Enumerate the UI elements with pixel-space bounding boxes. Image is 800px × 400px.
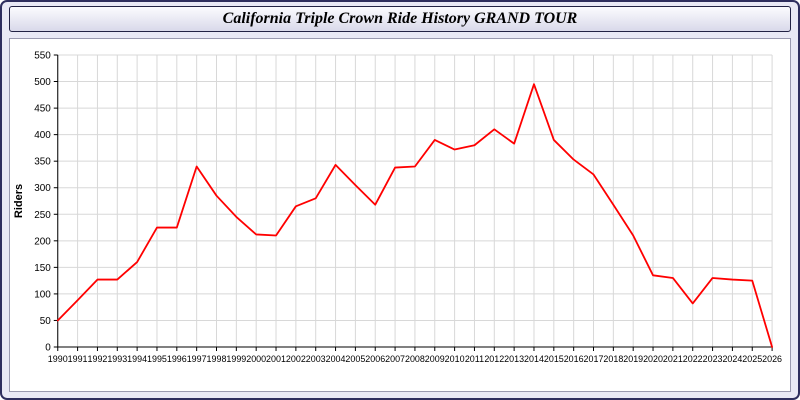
svg-text:1991: 1991	[68, 354, 88, 364]
svg-text:2025: 2025	[742, 354, 762, 364]
chart-panel: 0 50 100 150 200 250 300 350 400 450 500 550 1990 199…	[9, 38, 791, 392]
svg-text:2001: 2001	[266, 354, 286, 364]
svg-text:100: 100	[34, 289, 51, 300]
svg-text:2009: 2009	[425, 354, 445, 364]
svg-text:2016: 2016	[564, 354, 584, 364]
axes	[53, 54, 773, 351]
svg-text:2014: 2014	[524, 354, 544, 364]
svg-text:1996: 1996	[167, 354, 187, 364]
gridlines	[57, 54, 773, 348]
chart-title: California Triple Crown Ride History GRA…	[222, 10, 578, 27]
title-bar: California Triple Crown Ride History GRA…	[9, 6, 791, 32]
svg-text:2006: 2006	[365, 354, 385, 364]
svg-text:1999: 1999	[226, 354, 246, 364]
svg-text:450: 450	[34, 104, 51, 115]
svg-text:2008: 2008	[405, 354, 425, 364]
svg-text:2010: 2010	[445, 354, 465, 364]
svg-text:2024: 2024	[722, 354, 742, 364]
svg-text:0: 0	[45, 342, 51, 353]
svg-text:2007: 2007	[385, 354, 405, 364]
svg-text:150: 150	[34, 263, 51, 274]
svg-text:1998: 1998	[207, 354, 227, 364]
svg-text:2018: 2018	[603, 354, 623, 364]
svg-text:1994: 1994	[127, 354, 147, 364]
svg-text:250: 250	[34, 210, 51, 221]
svg-text:2012: 2012	[484, 354, 504, 364]
svg-text:500: 500	[34, 77, 51, 88]
svg-text:2017: 2017	[584, 354, 604, 364]
y-axis-title: Riders	[13, 184, 25, 218]
x-tick-labels: 1990 1991 1992 1993 1994 1995 1996 1997 1998 1999…	[48, 354, 782, 364]
svg-text:400: 400	[34, 130, 51, 141]
svg-text:300: 300	[34, 183, 51, 194]
svg-text:50: 50	[40, 316, 52, 327]
svg-text:2003: 2003	[306, 354, 326, 364]
svg-text:1995: 1995	[147, 354, 167, 364]
svg-text:2015: 2015	[544, 354, 564, 364]
svg-text:1993: 1993	[107, 354, 127, 364]
svg-text:200: 200	[34, 236, 51, 247]
svg-text:2005: 2005	[345, 354, 365, 364]
svg-text:2000: 2000	[246, 354, 266, 364]
svg-text:550: 550	[34, 50, 51, 61]
svg-text:1990: 1990	[48, 354, 68, 364]
svg-text:1997: 1997	[187, 354, 207, 364]
y-tick-labels: 0 50 100 150 200 250 300 350 400 450 500 550	[34, 50, 51, 353]
svg-text:2011: 2011	[465, 354, 484, 364]
svg-text:2020: 2020	[643, 354, 663, 364]
riders-series-line	[56, 83, 773, 348]
svg-text:1992: 1992	[87, 354, 107, 364]
svg-text:2023: 2023	[703, 354, 723, 364]
svg-text:2004: 2004	[326, 354, 346, 364]
svg-text:2021: 2021	[663, 354, 683, 364]
svg-text:2022: 2022	[683, 354, 703, 364]
svg-text:2002: 2002	[286, 354, 306, 364]
svg-text:2026: 2026	[762, 354, 782, 364]
svg-text:2019: 2019	[623, 354, 643, 364]
svg-text:350: 350	[34, 157, 51, 168]
svg-text:2013: 2013	[504, 354, 524, 364]
